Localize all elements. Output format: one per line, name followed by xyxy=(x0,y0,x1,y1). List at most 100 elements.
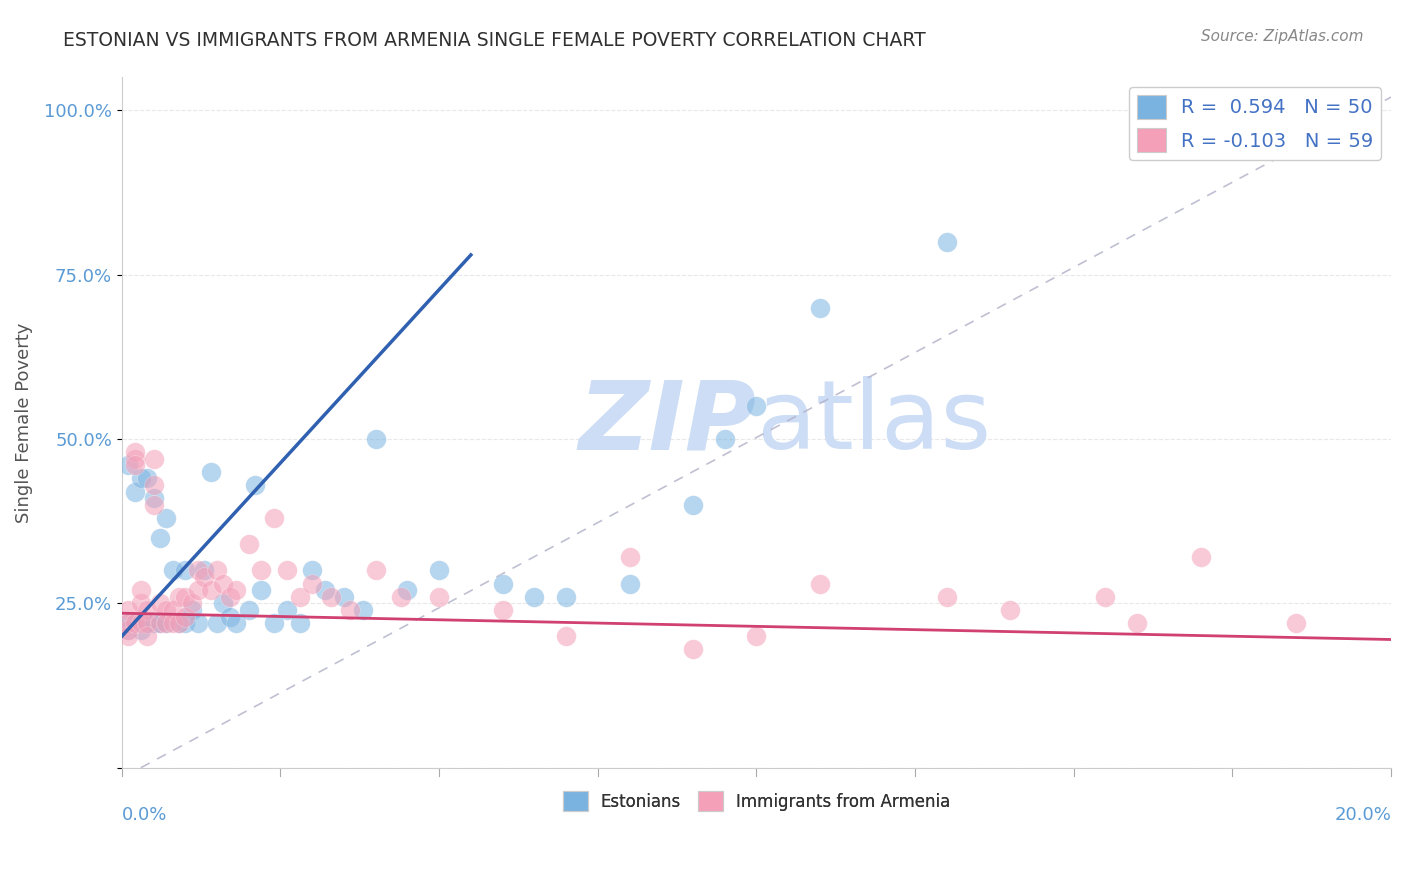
Point xyxy=(396,583,419,598)
Point xyxy=(250,564,273,578)
Point xyxy=(555,629,578,643)
Point xyxy=(129,623,152,637)
Point xyxy=(129,596,152,610)
Point xyxy=(225,616,247,631)
Point xyxy=(321,590,343,604)
Point xyxy=(339,603,361,617)
Point xyxy=(142,491,165,505)
Point xyxy=(167,590,190,604)
Point xyxy=(117,623,139,637)
Point xyxy=(619,576,641,591)
Point xyxy=(117,629,139,643)
Point xyxy=(745,629,768,643)
Point xyxy=(149,596,172,610)
Text: 20.0%: 20.0% xyxy=(1334,805,1391,823)
Point xyxy=(136,603,159,617)
Point xyxy=(276,603,298,617)
Point xyxy=(301,576,323,591)
Point xyxy=(1000,603,1022,617)
Point xyxy=(149,616,172,631)
Point xyxy=(1285,616,1308,631)
Point xyxy=(523,590,546,604)
Point xyxy=(149,531,172,545)
Point xyxy=(1189,550,1212,565)
Point xyxy=(288,590,311,604)
Point xyxy=(162,564,184,578)
Point xyxy=(745,399,768,413)
Point xyxy=(129,616,152,631)
Point xyxy=(117,603,139,617)
Text: Source: ZipAtlas.com: Source: ZipAtlas.com xyxy=(1201,29,1364,44)
Point xyxy=(180,603,202,617)
Point xyxy=(136,629,159,643)
Point xyxy=(124,484,146,499)
Legend: Estonians, Immigrants from Armenia: Estonians, Immigrants from Armenia xyxy=(555,784,957,818)
Point xyxy=(713,432,735,446)
Point xyxy=(193,570,215,584)
Point xyxy=(124,458,146,473)
Point xyxy=(389,590,412,604)
Point xyxy=(212,576,235,591)
Point xyxy=(238,603,260,617)
Text: ZIP: ZIP xyxy=(578,376,756,469)
Point xyxy=(364,564,387,578)
Point xyxy=(167,616,190,631)
Point xyxy=(187,564,209,578)
Point xyxy=(155,511,177,525)
Point xyxy=(193,564,215,578)
Y-axis label: Single Female Poverty: Single Female Poverty xyxy=(15,322,32,523)
Point xyxy=(124,445,146,459)
Point xyxy=(333,590,356,604)
Point xyxy=(124,451,146,466)
Point xyxy=(808,301,831,315)
Point xyxy=(187,616,209,631)
Point xyxy=(218,609,240,624)
Point xyxy=(117,458,139,473)
Point xyxy=(162,603,184,617)
Point xyxy=(935,235,957,249)
Point xyxy=(364,432,387,446)
Point xyxy=(218,590,240,604)
Point xyxy=(142,451,165,466)
Point xyxy=(1253,103,1275,118)
Text: ESTONIAN VS IMMIGRANTS FROM ARMENIA SINGLE FEMALE POVERTY CORRELATION CHART: ESTONIAN VS IMMIGRANTS FROM ARMENIA SING… xyxy=(63,31,927,50)
Point xyxy=(808,576,831,591)
Point xyxy=(142,498,165,512)
Point xyxy=(117,616,139,631)
Point xyxy=(243,478,266,492)
Point xyxy=(491,603,513,617)
Text: 0.0%: 0.0% xyxy=(122,805,167,823)
Point xyxy=(124,616,146,631)
Point xyxy=(288,616,311,631)
Point xyxy=(1126,616,1149,631)
Point xyxy=(149,616,172,631)
Point xyxy=(205,616,228,631)
Point xyxy=(225,583,247,598)
Point xyxy=(935,590,957,604)
Point xyxy=(682,642,704,657)
Point xyxy=(200,465,222,479)
Point xyxy=(314,583,336,598)
Point xyxy=(205,564,228,578)
Point xyxy=(1094,590,1116,604)
Point xyxy=(117,623,139,637)
Point xyxy=(174,616,197,631)
Point xyxy=(129,583,152,598)
Point xyxy=(263,511,285,525)
Point xyxy=(427,590,450,604)
Point xyxy=(142,616,165,631)
Point xyxy=(162,616,184,631)
Point xyxy=(619,550,641,565)
Point xyxy=(155,616,177,631)
Point xyxy=(301,564,323,578)
Point xyxy=(155,603,177,617)
Point xyxy=(276,564,298,578)
Point xyxy=(263,616,285,631)
Point xyxy=(187,583,209,598)
Point xyxy=(682,498,704,512)
Point xyxy=(129,471,152,485)
Point xyxy=(174,609,197,624)
Point xyxy=(250,583,273,598)
Point xyxy=(491,576,513,591)
Text: atlas: atlas xyxy=(756,376,991,469)
